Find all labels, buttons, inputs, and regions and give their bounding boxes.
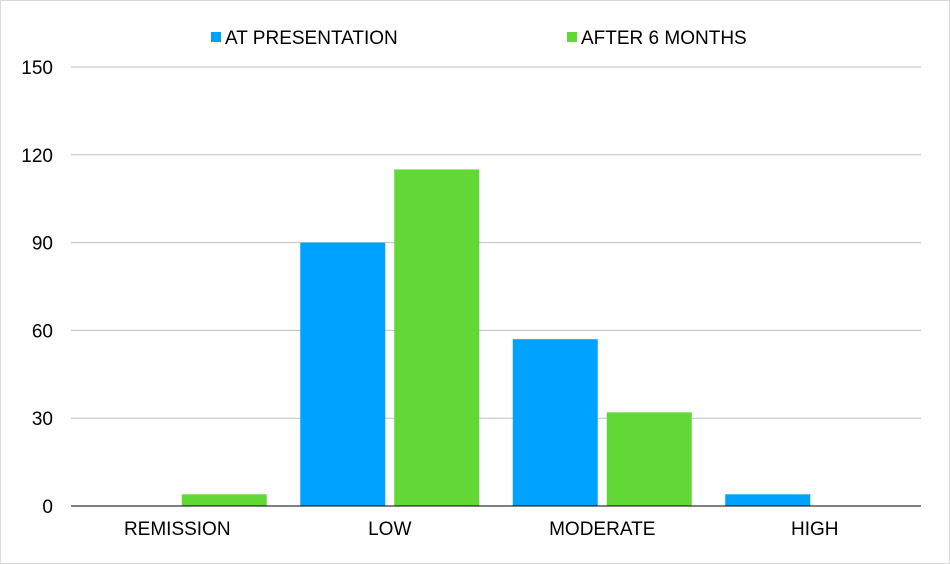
x-tick-label-low: LOW bbox=[368, 519, 411, 540]
legend-swatch-1 bbox=[567, 32, 577, 42]
x-tick-label-high: HIGH bbox=[791, 519, 839, 540]
x-axis-category-labels: REMISSION LOW MODERATE HIGH bbox=[124, 519, 839, 540]
gridlines bbox=[71, 66, 921, 419]
bar-remission-after-6-months bbox=[181, 494, 267, 506]
y-tick-label-120: 120 bbox=[21, 146, 53, 167]
legend: AT PRESENTATION AFTER 6 MONTHS bbox=[211, 28, 747, 49]
bar-low-at-presentation bbox=[300, 242, 386, 506]
legend-label-1: AFTER 6 MONTHS bbox=[581, 28, 747, 49]
bar-high-at-presentation bbox=[725, 494, 811, 506]
y-axis-tick-labels: 0 30 60 90 120 150 bbox=[21, 58, 53, 518]
x-tick-label-remission: REMISSION bbox=[124, 519, 231, 540]
legend-label-0: AT PRESENTATION bbox=[225, 28, 398, 49]
y-tick-label-60: 60 bbox=[32, 321, 53, 342]
y-tick-label-90: 90 bbox=[32, 234, 53, 255]
bar-low-after-6-months bbox=[394, 169, 480, 506]
bar-moderate-at-presentation bbox=[512, 339, 598, 506]
bar-moderate-after-6-months bbox=[606, 412, 692, 506]
legend-swatch-0 bbox=[211, 32, 221, 42]
y-tick-label-0: 0 bbox=[42, 497, 53, 518]
x-tick-label-moderate: MODERATE bbox=[549, 519, 655, 540]
bars bbox=[181, 169, 811, 506]
y-tick-label-150: 150 bbox=[21, 58, 53, 79]
y-tick-label-30: 30 bbox=[32, 409, 53, 430]
